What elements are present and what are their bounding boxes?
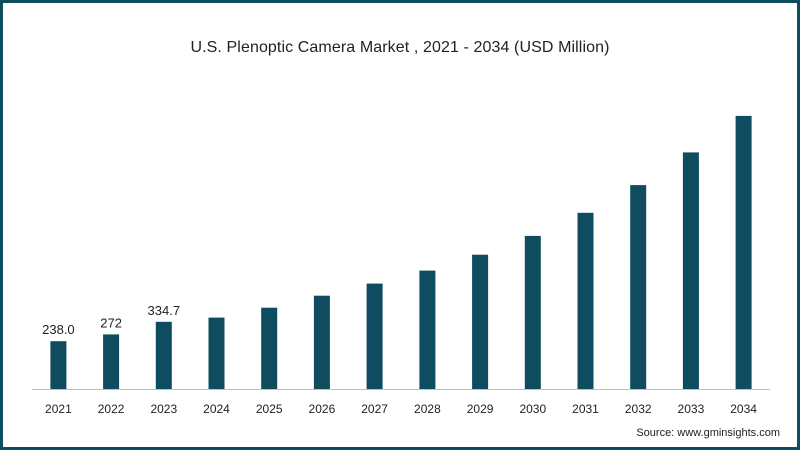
x-tick-label-2024: 2024 bbox=[203, 402, 230, 416]
x-tick-label-2022: 2022 bbox=[98, 402, 125, 416]
x-tick-label-2021: 2021 bbox=[45, 402, 72, 416]
data-label-2023: 334.7 bbox=[148, 303, 181, 318]
bar-2026 bbox=[313, 295, 330, 389]
bar-2031 bbox=[577, 212, 594, 389]
bar-2022 bbox=[103, 334, 120, 389]
x-tick-label-2026: 2026 bbox=[309, 402, 336, 416]
bar-2027 bbox=[366, 283, 383, 389]
x-tick-label-2023: 2023 bbox=[150, 402, 177, 416]
x-tick-label-2030: 2030 bbox=[519, 402, 546, 416]
bars-group bbox=[50, 115, 752, 390]
bar-2030 bbox=[524, 235, 541, 389]
x-tick-label-2034: 2034 bbox=[730, 402, 757, 416]
x-tick-label-2033: 2033 bbox=[678, 402, 705, 416]
x-tick-label-2032: 2032 bbox=[625, 402, 652, 416]
x-tick-label-2029: 2029 bbox=[467, 402, 494, 416]
bar-2034 bbox=[735, 115, 752, 390]
bar-2029 bbox=[472, 254, 489, 389]
bar-2025 bbox=[261, 307, 278, 389]
chart-title: U.S. Plenoptic Camera Market , 2021 - 20… bbox=[190, 39, 610, 56]
source-note: Source: www.gminsights.com bbox=[636, 427, 780, 439]
bar-2024 bbox=[208, 317, 225, 389]
data-labels: 238.0 272 334.7 bbox=[42, 303, 180, 337]
data-label-2021: 238.0 bbox=[42, 322, 75, 337]
x-tick-labels: 2021 2022 2023 2024 2025 2026 2027 2028 2029 2030… bbox=[45, 402, 757, 416]
bar-2023 bbox=[155, 321, 172, 389]
bar-2032 bbox=[630, 185, 647, 389]
x-tick-label-2025: 2025 bbox=[256, 402, 283, 416]
x-tick-label-2027: 2027 bbox=[361, 402, 388, 416]
bar-2033 bbox=[682, 152, 699, 389]
bar-2028 bbox=[419, 270, 436, 389]
x-tick-label-2028: 2028 bbox=[414, 402, 441, 416]
x-tick-label-2031: 2031 bbox=[572, 402, 599, 416]
data-label-2022: 272 bbox=[100, 315, 122, 330]
bar-2021 bbox=[50, 341, 67, 389]
